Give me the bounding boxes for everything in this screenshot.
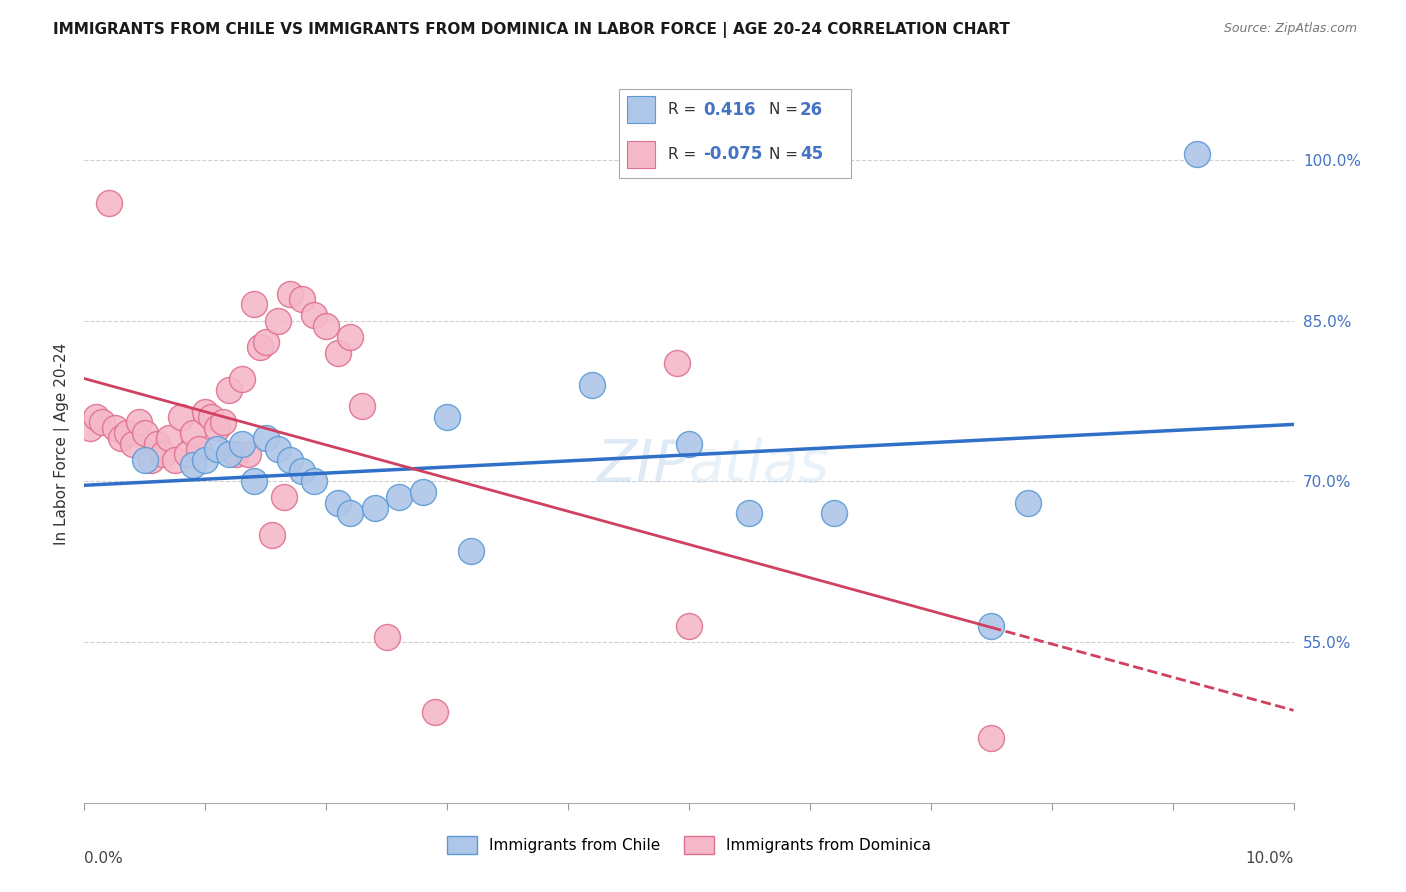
Point [678, 436, 700, 450]
Point [170, 409, 193, 424]
Point [375, 630, 398, 644]
Point [249, 340, 271, 354]
Point [278, 453, 301, 467]
Point [165, 453, 187, 467]
Point [339, 507, 361, 521]
Point [581, 377, 603, 392]
Point [980, 731, 1002, 746]
Point [1017, 496, 1039, 510]
Text: atlas: atlas [689, 437, 830, 494]
Point [242, 297, 264, 311]
Text: 26: 26 [800, 101, 823, 119]
Point [412, 485, 434, 500]
Point [273, 491, 295, 505]
Point [254, 334, 277, 349]
Point [291, 464, 314, 478]
Point [302, 475, 325, 489]
Point [231, 372, 253, 386]
Point [134, 453, 156, 467]
Text: 0.416: 0.416 [703, 101, 755, 119]
Point [823, 507, 845, 521]
Point [79, 420, 101, 434]
Point [194, 404, 217, 418]
Text: 0.0%: 0.0% [84, 851, 124, 866]
Point [121, 436, 143, 450]
Point [139, 453, 162, 467]
Point [242, 475, 264, 489]
Point [267, 442, 290, 457]
Point [188, 442, 211, 457]
Point [212, 415, 235, 429]
Point [436, 409, 458, 424]
Point [236, 448, 259, 462]
Y-axis label: In Labor Force | Age 20-24: In Labor Force | Age 20-24 [55, 343, 70, 545]
Point [423, 705, 446, 719]
Point [260, 528, 283, 542]
Text: IMMIGRANTS FROM CHILE VS IMMIGRANTS FROM DOMINICA IN LABOR FORCE | AGE 20-24 COR: IMMIGRANTS FROM CHILE VS IMMIGRANTS FROM… [53, 22, 1011, 38]
Text: N =: N = [769, 147, 803, 161]
Point [231, 436, 253, 450]
Point [157, 431, 180, 445]
Text: N =: N = [769, 103, 803, 117]
Point [315, 318, 337, 333]
Point [115, 425, 138, 440]
Point [104, 420, 127, 434]
Point [181, 425, 204, 440]
Point [267, 313, 290, 327]
Text: 10.0%: 10.0% [1246, 851, 1294, 866]
Point [218, 383, 240, 397]
Point [207, 442, 229, 457]
Point [302, 308, 325, 322]
Point [91, 415, 114, 429]
Point [352, 399, 374, 413]
Point [328, 345, 350, 359]
Text: R =: R = [668, 147, 702, 161]
Point [146, 436, 169, 450]
Point [665, 356, 688, 370]
Point [328, 496, 350, 510]
Text: 45: 45 [800, 145, 823, 163]
Point [254, 431, 277, 445]
Text: ZIP: ZIP [596, 437, 689, 494]
Point [200, 409, 222, 424]
Text: -0.075: -0.075 [703, 145, 762, 163]
Point [176, 448, 198, 462]
Point [291, 292, 314, 306]
Point [152, 448, 174, 462]
Text: Source: ZipAtlas.com: Source: ZipAtlas.com [1223, 22, 1357, 36]
Point [278, 286, 301, 301]
Point [363, 501, 385, 516]
Point [128, 415, 150, 429]
Point [207, 420, 229, 434]
Point [194, 453, 217, 467]
Point [134, 425, 156, 440]
Point [1185, 147, 1208, 161]
Point [97, 195, 120, 210]
Point [388, 491, 411, 505]
Point [110, 431, 132, 445]
Point [218, 448, 240, 462]
Point [339, 329, 361, 343]
Point [738, 507, 761, 521]
Legend: Immigrants from Chile, Immigrants from Dominica: Immigrants from Chile, Immigrants from D… [440, 830, 938, 860]
Point [225, 448, 247, 462]
Point [181, 458, 204, 473]
Point [678, 619, 700, 633]
Text: R =: R = [668, 103, 702, 117]
Point [460, 544, 482, 558]
Point [86, 409, 108, 424]
Point [980, 619, 1002, 633]
